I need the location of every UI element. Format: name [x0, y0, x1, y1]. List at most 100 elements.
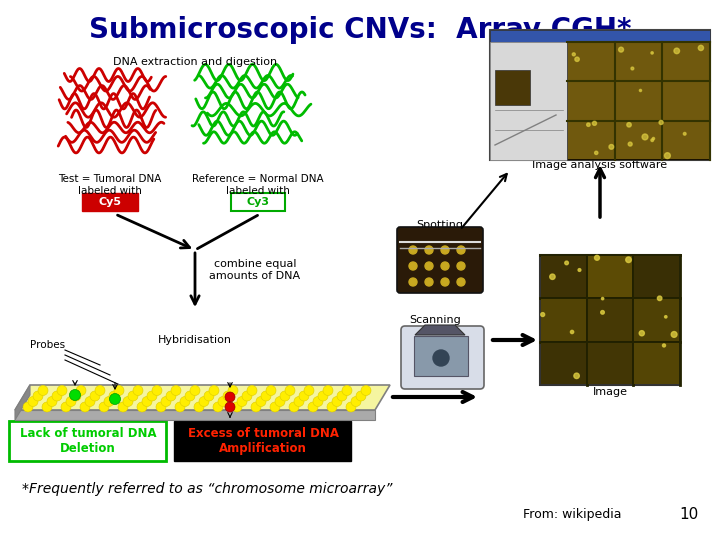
Circle shape	[232, 402, 242, 412]
FancyBboxPatch shape	[490, 42, 567, 160]
Circle shape	[23, 402, 33, 412]
Circle shape	[652, 138, 654, 140]
Circle shape	[593, 122, 597, 125]
Circle shape	[600, 310, 604, 314]
Circle shape	[441, 262, 449, 270]
Circle shape	[71, 391, 81, 401]
Circle shape	[199, 396, 209, 407]
Circle shape	[142, 396, 152, 407]
Circle shape	[280, 391, 290, 401]
Circle shape	[346, 402, 356, 412]
FancyBboxPatch shape	[588, 343, 632, 384]
FancyBboxPatch shape	[540, 255, 680, 385]
Circle shape	[332, 396, 342, 407]
FancyBboxPatch shape	[490, 30, 710, 42]
Circle shape	[225, 392, 235, 402]
Circle shape	[80, 402, 90, 412]
Circle shape	[639, 330, 644, 336]
Circle shape	[133, 386, 143, 395]
FancyBboxPatch shape	[568, 122, 613, 159]
Circle shape	[457, 246, 465, 254]
Circle shape	[209, 386, 219, 395]
Circle shape	[409, 262, 417, 270]
Circle shape	[180, 396, 190, 407]
FancyBboxPatch shape	[9, 421, 166, 461]
Text: Cy3: Cy3	[246, 197, 269, 207]
Circle shape	[109, 394, 120, 404]
Circle shape	[351, 396, 361, 407]
FancyBboxPatch shape	[414, 336, 468, 376]
FancyBboxPatch shape	[495, 70, 530, 105]
Text: Cy5: Cy5	[99, 197, 122, 207]
Circle shape	[161, 396, 171, 407]
Circle shape	[595, 151, 598, 154]
Text: Lack of tumoral DNA
Deletion: Lack of tumoral DNA Deletion	[19, 427, 156, 455]
Circle shape	[671, 332, 677, 338]
Circle shape	[275, 396, 285, 407]
Circle shape	[95, 386, 105, 395]
Circle shape	[185, 391, 195, 401]
Text: Excess of tumoral DNA
Amplification: Excess of tumoral DNA Amplification	[187, 427, 338, 455]
Text: Probes: Probes	[30, 340, 66, 350]
Text: *Frequently referred to as “chromosome microarray”: *Frequently referred to as “chromosome m…	[22, 482, 392, 496]
FancyBboxPatch shape	[588, 299, 632, 341]
Circle shape	[85, 396, 95, 407]
Circle shape	[425, 246, 433, 254]
Circle shape	[66, 396, 76, 407]
Circle shape	[550, 274, 555, 280]
Circle shape	[218, 396, 228, 407]
FancyBboxPatch shape	[634, 256, 679, 298]
Circle shape	[247, 386, 257, 395]
FancyBboxPatch shape	[567, 42, 710, 160]
Polygon shape	[15, 385, 30, 420]
FancyBboxPatch shape	[541, 256, 585, 298]
Circle shape	[639, 90, 642, 92]
Circle shape	[118, 402, 128, 412]
Circle shape	[595, 255, 600, 260]
Polygon shape	[15, 385, 390, 410]
Circle shape	[242, 391, 252, 401]
FancyBboxPatch shape	[616, 82, 662, 120]
Circle shape	[294, 396, 304, 407]
Text: Submicroscopic CNVs:  Array CGH*: Submicroscopic CNVs: Array CGH*	[89, 16, 631, 44]
Circle shape	[61, 402, 71, 412]
Circle shape	[256, 396, 266, 407]
Circle shape	[683, 132, 686, 135]
FancyBboxPatch shape	[541, 343, 585, 384]
Circle shape	[57, 386, 67, 395]
Circle shape	[674, 48, 680, 53]
Circle shape	[457, 262, 465, 270]
Circle shape	[337, 391, 347, 401]
Polygon shape	[415, 325, 465, 335]
Circle shape	[642, 134, 648, 140]
FancyBboxPatch shape	[490, 30, 710, 160]
Circle shape	[657, 296, 662, 301]
Circle shape	[304, 386, 314, 395]
FancyBboxPatch shape	[588, 256, 632, 298]
Circle shape	[270, 402, 280, 412]
Circle shape	[289, 402, 299, 412]
Circle shape	[90, 391, 100, 401]
Circle shape	[659, 120, 663, 125]
Circle shape	[104, 396, 114, 407]
Circle shape	[409, 278, 417, 286]
Circle shape	[313, 396, 323, 407]
Circle shape	[575, 57, 580, 62]
Circle shape	[601, 298, 604, 300]
Circle shape	[261, 391, 271, 401]
Circle shape	[213, 402, 223, 412]
Circle shape	[299, 391, 309, 401]
Circle shape	[33, 391, 43, 401]
Text: Image analysis software: Image analysis software	[532, 160, 667, 170]
FancyBboxPatch shape	[401, 326, 484, 389]
Circle shape	[662, 344, 665, 347]
Circle shape	[323, 386, 333, 395]
Circle shape	[570, 330, 574, 334]
Circle shape	[587, 123, 590, 126]
Circle shape	[266, 386, 276, 395]
Circle shape	[609, 145, 613, 149]
Circle shape	[361, 386, 371, 395]
Circle shape	[564, 261, 568, 265]
FancyBboxPatch shape	[174, 421, 351, 461]
Circle shape	[433, 350, 449, 366]
